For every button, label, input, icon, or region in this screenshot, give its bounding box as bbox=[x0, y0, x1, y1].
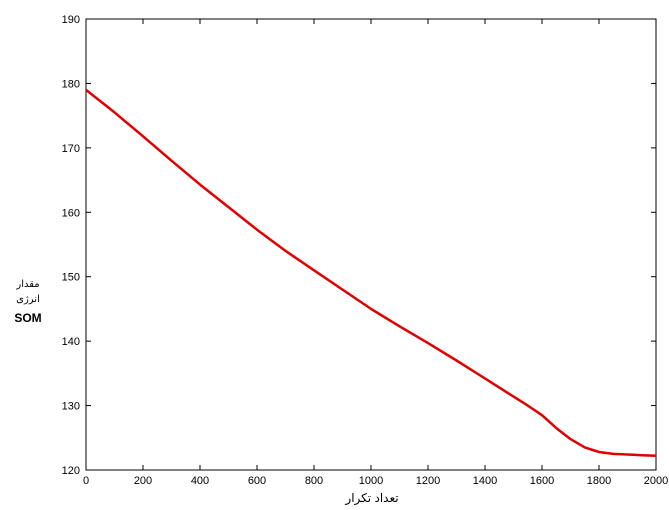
x-tick-label: 2000 bbox=[644, 475, 668, 487]
y-tick-label: 160 bbox=[62, 207, 80, 219]
x-tick-label: 1600 bbox=[530, 475, 554, 487]
plot-area bbox=[85, 18, 657, 471]
y-axis-label-line-2: انرژی bbox=[16, 294, 40, 305]
x-tick-label: 200 bbox=[134, 475, 152, 487]
y-tick-label: 150 bbox=[62, 272, 80, 284]
y-tick-label: 140 bbox=[62, 336, 80, 348]
y-tick-label: 190 bbox=[62, 14, 80, 26]
y-tick-label: 170 bbox=[62, 143, 80, 155]
x-tick-label: 0 bbox=[83, 475, 89, 487]
y-tick-label: 180 bbox=[62, 78, 80, 90]
y-tick-label: 130 bbox=[62, 401, 80, 413]
x-tick-label: 400 bbox=[191, 475, 209, 487]
x-tick-label: 1000 bbox=[359, 475, 383, 487]
x-tick-label: 600 bbox=[248, 475, 266, 487]
x-tick-label: 1400 bbox=[473, 475, 497, 487]
y-tick-label: 120 bbox=[62, 465, 80, 477]
y-axis-label-line-3: SOM bbox=[14, 311, 41, 325]
x-tick-label: 1800 bbox=[587, 475, 611, 487]
x-axis-label: تعداد تکرار bbox=[344, 491, 398, 505]
series-line bbox=[85, 88, 657, 458]
y-axis-label-line-1: مقدار bbox=[15, 279, 39, 290]
x-tick-label: 800 bbox=[305, 475, 323, 487]
x-tick-label: 1200 bbox=[416, 475, 440, 487]
